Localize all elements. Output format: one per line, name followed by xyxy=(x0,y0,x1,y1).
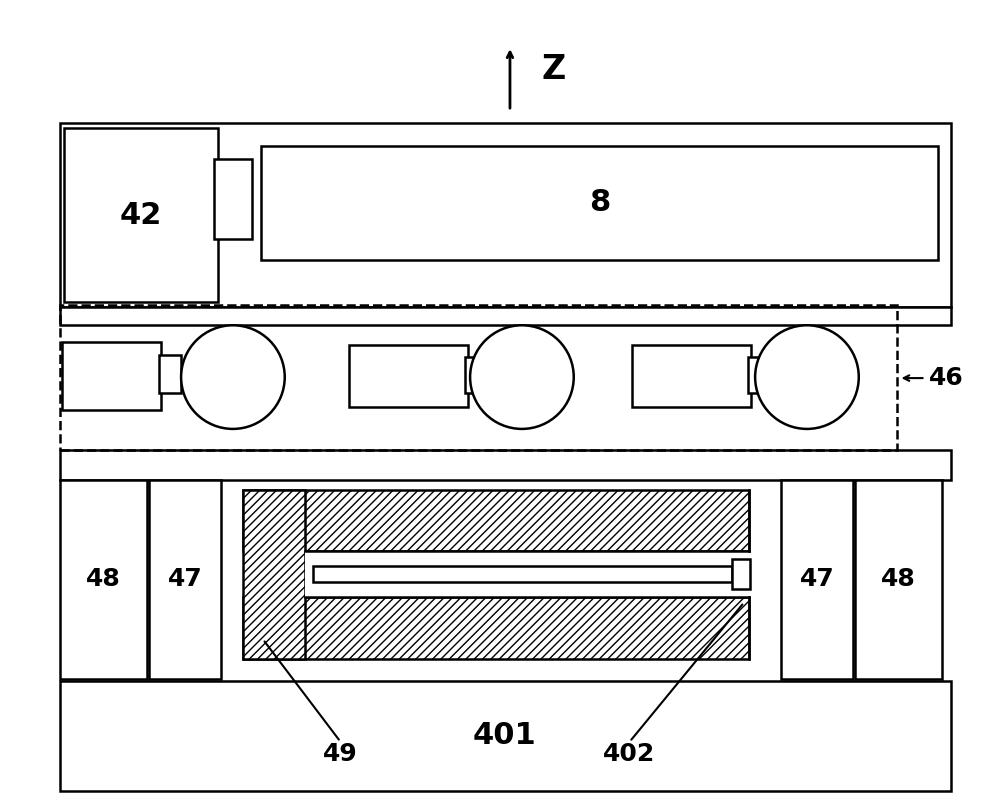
Bar xyxy=(60,480,147,679)
Bar xyxy=(261,146,938,260)
Bar xyxy=(60,306,897,450)
Text: 402: 402 xyxy=(603,742,656,766)
Text: 8: 8 xyxy=(589,188,610,217)
Bar xyxy=(781,480,853,679)
Bar xyxy=(243,490,749,551)
Text: 47: 47 xyxy=(168,568,202,591)
Bar xyxy=(243,598,749,659)
Bar xyxy=(60,681,951,791)
Text: 46: 46 xyxy=(929,366,963,390)
Bar xyxy=(305,551,749,598)
Bar xyxy=(732,560,750,590)
Bar xyxy=(60,307,951,325)
Bar xyxy=(149,480,221,679)
Bar xyxy=(748,357,770,393)
Bar xyxy=(313,566,732,582)
Bar xyxy=(855,480,942,679)
Text: 401: 401 xyxy=(473,721,537,750)
Circle shape xyxy=(755,325,859,429)
Bar xyxy=(214,159,252,238)
Bar xyxy=(60,123,951,307)
Bar xyxy=(349,345,468,407)
Bar xyxy=(243,490,305,659)
Circle shape xyxy=(181,325,285,429)
Text: 48: 48 xyxy=(881,568,916,591)
Bar xyxy=(465,357,487,393)
Bar xyxy=(64,128,218,303)
Text: 48: 48 xyxy=(86,568,121,591)
Bar xyxy=(159,355,181,393)
Text: 42: 42 xyxy=(120,201,162,230)
Text: 49: 49 xyxy=(323,742,358,766)
Circle shape xyxy=(470,325,574,429)
Bar xyxy=(632,345,751,407)
Text: Z: Z xyxy=(542,54,566,86)
Bar xyxy=(62,342,161,410)
Bar xyxy=(60,450,951,480)
Text: 47: 47 xyxy=(800,568,834,591)
